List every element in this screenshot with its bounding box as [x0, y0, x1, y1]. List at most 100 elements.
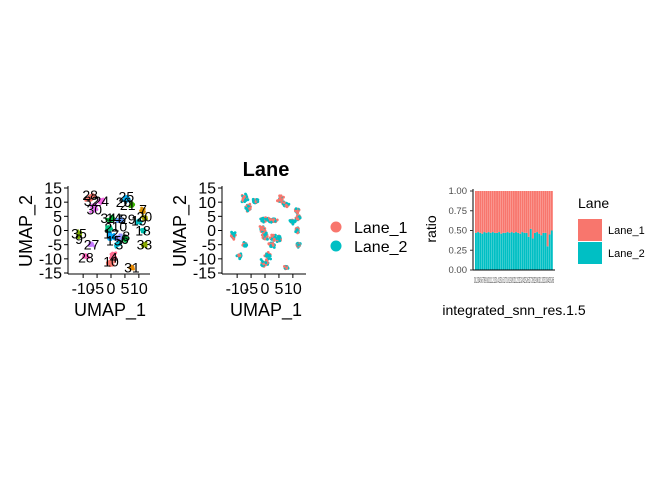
bar-lane-1 — [487, 191, 490, 233]
cluster-label: 30 — [86, 201, 102, 217]
cell-point — [238, 253, 242, 257]
cell-point — [260, 219, 264, 223]
cell-point — [255, 198, 259, 201]
x-tick-label: 10 — [284, 281, 302, 298]
y-tick-label: 0 — [53, 223, 62, 240]
bar-lane-1 — [491, 191, 494, 233]
y-tick-label: -15 — [39, 266, 62, 283]
cell-point — [93, 207, 97, 211]
x-ticks: -10-5 0 5 10 — [226, 274, 302, 298]
x-tick-label: -10 — [226, 281, 249, 298]
cell-point — [121, 198, 125, 202]
bar-lane-2 — [531, 238, 534, 270]
bar-lane-2 — [489, 232, 492, 270]
bar-lane-2 — [477, 232, 480, 270]
bar-lane-1 — [506, 191, 509, 233]
bar-lane-1 — [534, 191, 536, 233]
cell-point — [92, 244, 96, 248]
cell-point — [108, 230, 112, 234]
bar-lane-2 — [500, 233, 503, 270]
cluster-label: 19 — [131, 213, 147, 229]
cluster-label: 26 — [116, 194, 132, 210]
y-ticks: 0.00 0.25 0.50 0.75 1.00 — [449, 186, 473, 276]
cell-point — [116, 219, 120, 222]
cell-point — [269, 245, 272, 248]
x-tick-label: -10 — [72, 281, 95, 298]
cell-point — [89, 210, 92, 214]
bar-lane-1 — [546, 191, 549, 247]
cell-point — [78, 233, 82, 237]
cluster-label: 15 — [106, 232, 122, 248]
cell-point — [121, 219, 125, 223]
legend-title: Lane — [578, 195, 609, 211]
bar-lane-1 — [548, 191, 551, 235]
cluster-label: 35 — [71, 225, 87, 241]
cell-point — [116, 235, 120, 239]
legend-key-lane-1 — [578, 219, 602, 241]
cell-point — [109, 225, 113, 229]
bar-lane-1 — [529, 191, 532, 229]
cell-point — [113, 251, 117, 255]
bar-lane-1 — [527, 191, 530, 237]
x-tick-label: 0 — [261, 281, 270, 298]
y-tick-label: 1.00 — [449, 186, 468, 197]
cluster-label: 8 — [122, 228, 130, 244]
legend-label-lane-1: Lane_1 — [354, 220, 407, 237]
cell-point — [268, 254, 272, 258]
y-tick-label: -5 — [48, 237, 62, 254]
bar-lane-1 — [517, 191, 520, 233]
bar-lane-1 — [493, 191, 496, 233]
cell-point — [284, 203, 288, 207]
cluster-label: 2 — [104, 220, 112, 236]
bar-lane-2 — [546, 246, 549, 270]
bar-lane-2 — [483, 232, 486, 270]
bar-lane-1 — [483, 191, 486, 233]
cell-point — [262, 262, 266, 266]
cell-point — [275, 218, 279, 222]
cell-point — [108, 233, 112, 237]
y-tick-label: 0.75 — [449, 206, 468, 217]
bar-lane-2 — [508, 232, 511, 270]
y-tick-label: -5 — [202, 237, 216, 254]
cell-point — [132, 267, 135, 271]
y-tick-label: 10 — [198, 195, 216, 212]
cell-point — [246, 204, 250, 208]
cell-point — [76, 233, 80, 237]
ratio-bars — [475, 191, 553, 270]
bar-lane-2 — [479, 232, 482, 270]
cell-point — [129, 264, 133, 268]
bar-lane-1 — [475, 191, 477, 233]
cell-point — [119, 216, 123, 220]
legend-key-lane-2 — [578, 242, 602, 264]
x-tick-label: -5 — [90, 281, 104, 298]
cell-point — [105, 261, 109, 264]
x-tick-label: 10 — [130, 281, 148, 298]
cluster-label: 24 — [93, 193, 109, 209]
bar-lane-2 — [512, 232, 515, 270]
bar-lane-2 — [515, 232, 517, 270]
x-tick-label: 5 — [274, 281, 283, 298]
cell-point — [123, 238, 127, 242]
cell-point — [140, 206, 144, 210]
cell-point — [264, 261, 268, 265]
cell-point — [82, 253, 86, 257]
cluster-label: 14 — [106, 210, 122, 226]
cell-point — [111, 263, 115, 267]
cell-point — [297, 243, 300, 247]
x-ticks: -10-5 0 5 10 — [72, 274, 148, 298]
y-tick-label: -15 — [193, 266, 216, 283]
cluster-label: 28 — [82, 187, 98, 203]
bar-lane-2 — [550, 230, 553, 270]
bar-lane-2 — [548, 234, 551, 270]
cell-point — [84, 199, 88, 202]
cell-point — [268, 218, 272, 222]
cell-point — [271, 242, 274, 245]
cell-point — [112, 233, 116, 236]
cluster-label: 29 — [120, 211, 136, 227]
cluster-label: 27 — [84, 237, 100, 253]
bar-lane-2 — [538, 233, 541, 270]
cell-point — [272, 237, 276, 241]
x-axis-title: UMAP_1 — [230, 300, 302, 321]
cell-point — [90, 205, 93, 209]
